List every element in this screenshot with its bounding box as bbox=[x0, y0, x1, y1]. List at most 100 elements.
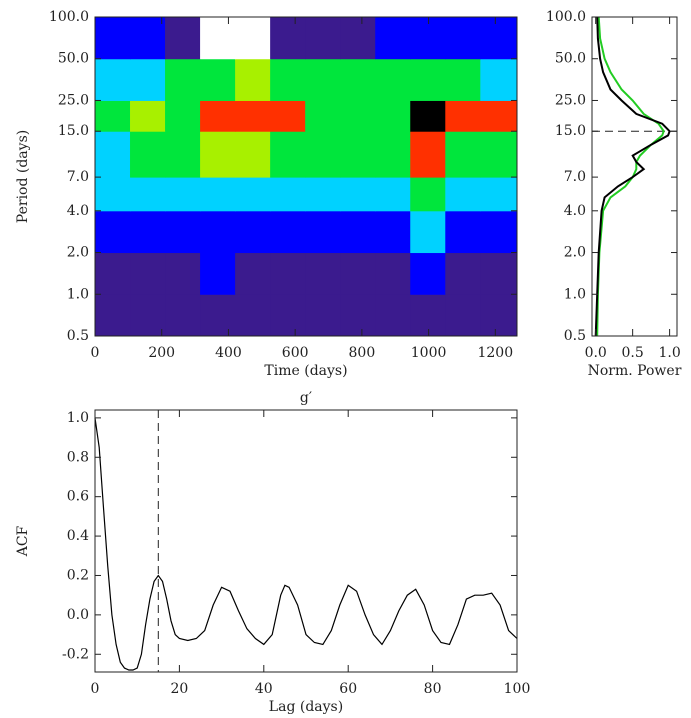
x-tick-label: 1000 bbox=[411, 345, 447, 361]
y-tick-label: 25.0 bbox=[58, 92, 89, 108]
power-cell bbox=[235, 58, 271, 101]
power-cell bbox=[445, 17, 481, 60]
x-tick-label: 400 bbox=[215, 345, 242, 361]
power-cell bbox=[445, 100, 481, 132]
y-tick-label: 1.0 bbox=[67, 410, 89, 426]
y-tick-label: 4.0 bbox=[564, 203, 586, 219]
power-cell bbox=[445, 58, 481, 101]
power-cell bbox=[235, 100, 271, 132]
y-tick-label: -0.2 bbox=[62, 646, 89, 662]
plot-frame bbox=[591, 16, 678, 337]
power-cell bbox=[130, 252, 166, 295]
power-cell bbox=[340, 210, 376, 254]
y-tick-label: 0.6 bbox=[67, 489, 89, 505]
y-tick-label: 100.0 bbox=[546, 9, 586, 25]
power-cell bbox=[200, 58, 236, 101]
y-tick-label: 50.0 bbox=[555, 51, 586, 67]
power-cell bbox=[480, 210, 518, 254]
x-tick-label: 0 bbox=[91, 345, 100, 361]
power-cell bbox=[235, 131, 271, 178]
power-cell bbox=[375, 58, 411, 101]
power-cell bbox=[340, 294, 376, 337]
power-cell bbox=[200, 177, 236, 212]
x-tick-label: 20 bbox=[170, 681, 188, 697]
y-tick-label: 0.5 bbox=[564, 328, 586, 344]
x-tick-label: 100 bbox=[504, 681, 531, 697]
x-axis-label: Time (days) bbox=[264, 363, 347, 379]
power-cell bbox=[445, 177, 481, 212]
y-tick-label: 50.0 bbox=[58, 51, 89, 67]
x-tick-label: 40 bbox=[255, 681, 273, 697]
data-line bbox=[594, 16, 671, 337]
power-cell bbox=[270, 252, 306, 295]
power-cell bbox=[270, 17, 306, 60]
x-tick-label: 1200 bbox=[477, 345, 513, 361]
power-cell bbox=[410, 252, 446, 295]
power-cell bbox=[305, 252, 341, 295]
power-cell bbox=[270, 131, 306, 178]
y-axis-label: ACF bbox=[15, 525, 31, 557]
power-cell bbox=[305, 210, 341, 254]
x-tick-label: 800 bbox=[349, 345, 376, 361]
power-cell bbox=[410, 100, 446, 132]
power-cell bbox=[200, 100, 236, 132]
power-cell bbox=[95, 252, 131, 295]
power-cell bbox=[375, 252, 411, 295]
power-cell bbox=[480, 131, 518, 178]
power-cell bbox=[270, 294, 306, 337]
power-cell bbox=[235, 210, 271, 254]
power-cell bbox=[340, 177, 376, 212]
power-cell bbox=[165, 252, 201, 295]
y-tick-label: 7.0 bbox=[67, 169, 89, 185]
power-cell bbox=[305, 58, 341, 101]
y-tick-label: 1.0 bbox=[67, 286, 89, 302]
power-cell bbox=[165, 100, 201, 132]
chart-title: g′ bbox=[300, 390, 312, 406]
power-cell bbox=[130, 177, 166, 212]
data-line bbox=[94, 417, 518, 671]
y-tick-label: 2.0 bbox=[564, 245, 586, 261]
y-tick-label: 15.0 bbox=[58, 123, 89, 139]
y-tick-label: 25.0 bbox=[555, 92, 586, 108]
data-line bbox=[596, 16, 665, 337]
power-cell bbox=[200, 17, 236, 60]
y-tick-label: 1.0 bbox=[564, 286, 586, 302]
power-cell bbox=[305, 131, 341, 178]
power-cell bbox=[130, 131, 166, 178]
power-cell bbox=[340, 252, 376, 295]
power-cell bbox=[445, 294, 481, 337]
power-cell bbox=[480, 17, 518, 60]
power-cell bbox=[165, 17, 201, 60]
plot-frame bbox=[94, 16, 518, 337]
power-cell bbox=[480, 252, 518, 295]
power-cell bbox=[165, 131, 201, 178]
power-cell bbox=[480, 294, 518, 337]
y-tick-label: 4.0 bbox=[67, 203, 89, 219]
x-tick-label: 80 bbox=[424, 681, 442, 697]
power-cell bbox=[95, 58, 131, 101]
power-cell bbox=[95, 17, 131, 60]
power-cell bbox=[130, 100, 166, 132]
power-cell bbox=[375, 294, 411, 337]
power-cell bbox=[340, 131, 376, 178]
power-cell bbox=[340, 17, 376, 60]
power-cell bbox=[270, 210, 306, 254]
y-tick-label: 0.8 bbox=[67, 449, 89, 465]
x-tick-label: 60 bbox=[339, 681, 357, 697]
x-tick-label: 200 bbox=[148, 345, 175, 361]
power-cell bbox=[165, 58, 201, 101]
power-cell bbox=[305, 100, 341, 132]
power-cell bbox=[200, 210, 236, 254]
power-cell bbox=[235, 177, 271, 212]
y-tick-label: 0.4 bbox=[67, 528, 89, 544]
x-axis-label: Norm. Power bbox=[588, 363, 682, 379]
y-tick-label: 0.2 bbox=[67, 567, 89, 583]
power-cell bbox=[130, 210, 166, 254]
power-cell bbox=[375, 131, 411, 178]
x-tick-label: 0.5 bbox=[622, 345, 644, 361]
power-cell bbox=[95, 177, 131, 212]
power-cell bbox=[200, 131, 236, 178]
power-cell bbox=[375, 210, 411, 254]
power-cell bbox=[270, 177, 306, 212]
